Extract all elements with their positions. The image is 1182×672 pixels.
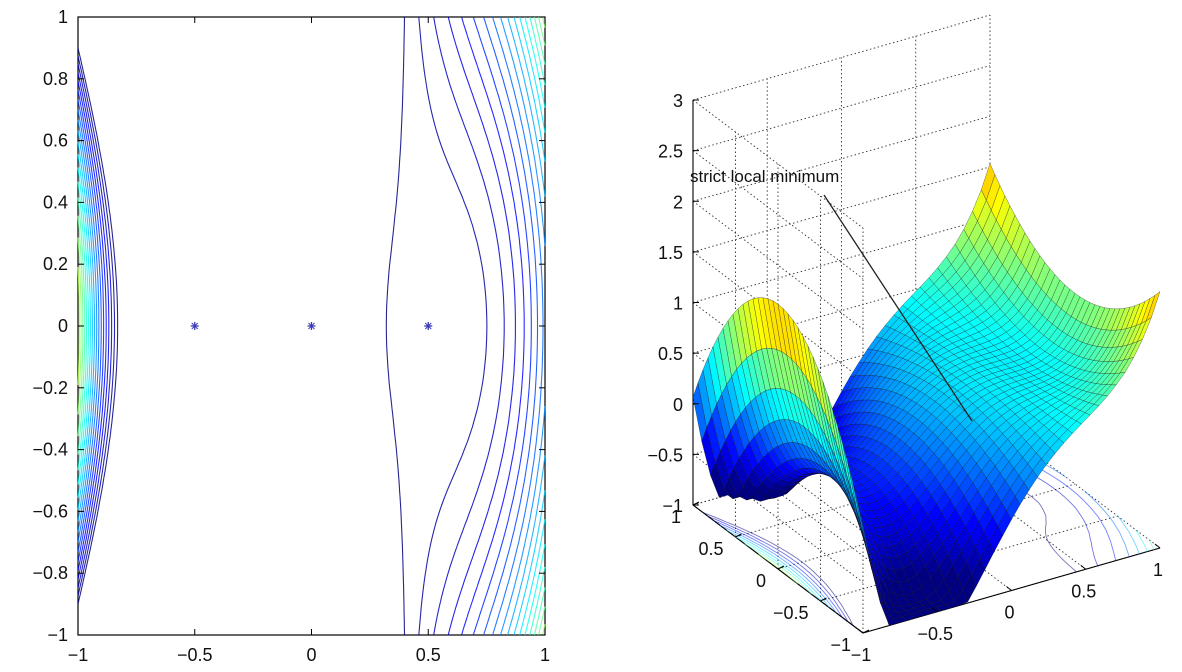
contour-y-tick-label: 0.6 bbox=[43, 131, 68, 151]
surface-y-tickmark bbox=[735, 533, 742, 538]
surface-y-tick-label: 0 bbox=[756, 571, 766, 591]
contour-y-tick-label: 1 bbox=[58, 7, 68, 27]
grid-line bbox=[692, 217, 991, 303]
surface-z-tick-label: −1 bbox=[662, 496, 683, 516]
contour-y-tick-label: 0.8 bbox=[43, 69, 68, 89]
contour-x-ticks: −1 −0.5 0 0.5 1 bbox=[68, 17, 550, 665]
floor-grid-line bbox=[766, 483, 938, 613]
contour-x-tick-label: 0 bbox=[306, 645, 316, 665]
surface-y-tick-label: 1 bbox=[671, 507, 681, 527]
contour-level-0 bbox=[77, 16, 406, 636]
surface-y-tick-label: −1 bbox=[830, 635, 851, 655]
annotation-strict-local-minimum: strict local minimum bbox=[690, 167, 839, 186]
contour-y-ticks: 1 0.8 0.6 0.4 0.2 0 −0.2 −0.4 −0.6 −0.8 −1 bbox=[32, 7, 545, 645]
critical-point-2 bbox=[424, 322, 433, 330]
surface-x-tick-label: −0.5 bbox=[917, 624, 953, 644]
surface-z-tick-label: 0.5 bbox=[658, 344, 683, 364]
contour-plot: −1 −0.5 0 0.5 1 1 0.8 0.6 0.4 0.2 0 −0.2 −0.4 −0.6 −0… bbox=[32, 7, 550, 665]
surface-y-tick-label: 0.5 bbox=[698, 539, 723, 559]
surface-x-tick-label: 0.5 bbox=[1071, 581, 1096, 601]
grid-line bbox=[692, 115, 991, 202]
floor-grid-line bbox=[820, 515, 1118, 602]
surface-z-tick-label: 2 bbox=[673, 192, 683, 212]
surface-x-tick-label: −1 bbox=[851, 645, 872, 665]
contour-y-tick-label: 0.2 bbox=[43, 254, 68, 274]
critical-point-markers bbox=[190, 322, 433, 330]
contour-level-9 bbox=[77, 16, 546, 636]
contour-level-3 bbox=[77, 16, 516, 636]
contour-level-5 bbox=[77, 16, 532, 636]
floor-contour-7 bbox=[758, 554, 798, 584]
surface-y-tickmark bbox=[777, 565, 785, 570]
contour-x-tick-label: 0.5 bbox=[416, 645, 441, 665]
contour-y-tick-label: −0.4 bbox=[32, 440, 68, 460]
surface-y-tick-label: −0.5 bbox=[773, 603, 809, 623]
contour-x-tick-label: −1 bbox=[68, 645, 89, 665]
grid-line bbox=[692, 251, 864, 381]
surface-x-tick-label: 1 bbox=[1153, 560, 1163, 580]
surface-facet bbox=[1145, 291, 1161, 322]
surface-y-tickmark bbox=[692, 501, 700, 506]
contour-level-14 bbox=[77, 16, 546, 636]
grid-line bbox=[692, 454, 864, 583]
surface-x-tickmark bbox=[1080, 564, 1087, 570]
contour-level-12 bbox=[77, 16, 546, 636]
surface-z-tick-label: 0 bbox=[673, 395, 683, 415]
contour-lines bbox=[77, 16, 546, 636]
contour-y-tick-label: −0.8 bbox=[32, 563, 68, 583]
surface-x-tick-label: 0 bbox=[1004, 603, 1014, 623]
surface-z-tick-label: 1 bbox=[673, 294, 683, 314]
contour-level-2 bbox=[77, 16, 505, 636]
surface-x-tickmark bbox=[931, 607, 938, 613]
contour-level-10 bbox=[77, 16, 546, 636]
contour-level-8 bbox=[77, 16, 546, 636]
grid-line bbox=[692, 166, 991, 253]
contour-y-tick-label: −1 bbox=[47, 625, 68, 645]
contour-level-17 bbox=[77, 266, 80, 386]
grid-line bbox=[692, 403, 864, 533]
grid-line bbox=[692, 150, 864, 279]
surface-z-tick-label: 3 bbox=[673, 91, 683, 111]
grid-line bbox=[692, 200, 864, 330]
surface-x-tickmark bbox=[857, 628, 864, 634]
surface-mesh bbox=[692, 163, 1161, 626]
contour-y-tick-label: −0.6 bbox=[32, 501, 68, 521]
contour-level-15 bbox=[77, 16, 546, 636]
surface-x-ticks: −1 −0.5 0 0.5 1 bbox=[851, 543, 1163, 665]
surface-y-tickmark bbox=[820, 597, 827, 602]
surface-z-ticks: 3 2.5 2 1.5 1 0.5 0 −0.5 −1 bbox=[647, 91, 699, 516]
surface-plot: strict local minimum 32.521.510.50−0.5−1… bbox=[647, 14, 1163, 665]
surface-x-tickmark bbox=[1006, 586, 1012, 591]
critical-point-1 bbox=[307, 322, 316, 330]
contour-level-4 bbox=[77, 16, 525, 636]
surface-z-tick-label: 2.5 bbox=[658, 142, 683, 162]
grid-line bbox=[692, 65, 991, 152]
contour-x-tick-label: 1 bbox=[540, 645, 550, 665]
contour-level-11 bbox=[77, 16, 546, 636]
surface-y-ticks: −1 −0.5 0 0.5 1 bbox=[671, 501, 870, 655]
contour-y-tick-label: −0.2 bbox=[32, 378, 68, 398]
contour-y-tick-label: 0.4 bbox=[43, 192, 68, 212]
grid-line bbox=[692, 99, 864, 229]
contour-level-16 bbox=[77, 16, 546, 636]
grid-line bbox=[692, 14, 991, 101]
surface-floor-contours bbox=[702, 421, 1155, 626]
surface-x-tickmark bbox=[1154, 543, 1161, 549]
surface-z-tick-label: 1.5 bbox=[658, 243, 683, 263]
contour-level-13 bbox=[77, 16, 546, 636]
critical-point-0 bbox=[190, 322, 199, 330]
surface-y-tickmark bbox=[862, 629, 870, 634]
contour-level-1 bbox=[77, 16, 488, 636]
contour-x-tick-label: −0.5 bbox=[177, 645, 213, 665]
annotation-leader-line bbox=[823, 194, 973, 422]
contour-level-7 bbox=[77, 16, 544, 636]
contour-y-tick-label: 0 bbox=[58, 316, 68, 336]
floor-grid-line bbox=[777, 483, 1076, 570]
surface-z-tick-label: −0.5 bbox=[647, 445, 683, 465]
contour-level-6 bbox=[77, 16, 539, 636]
